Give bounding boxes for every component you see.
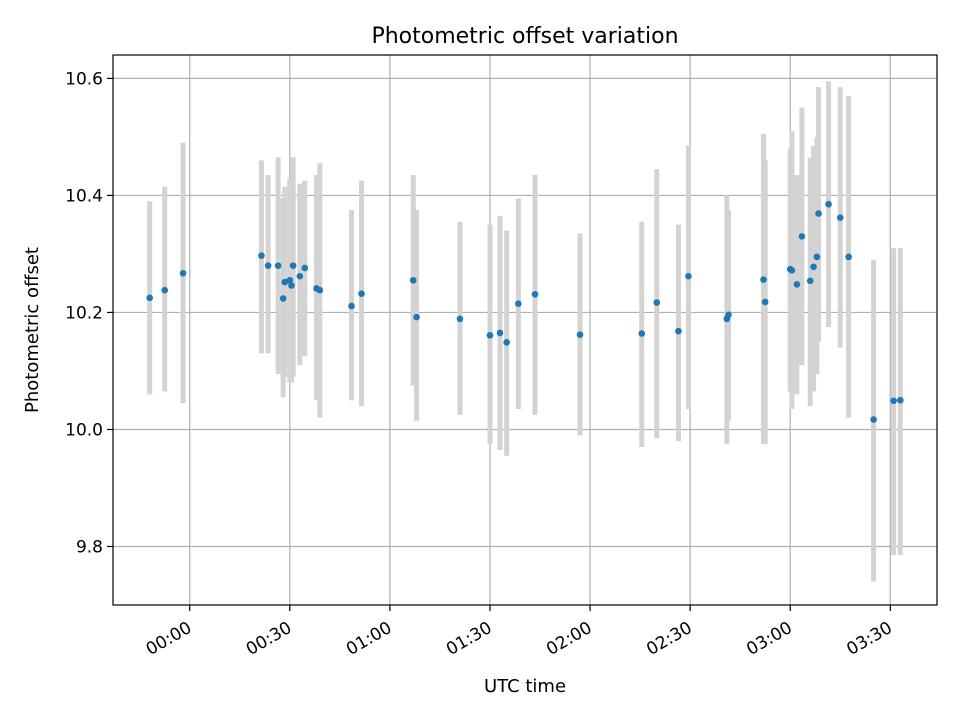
data-point (788, 267, 796, 274)
data-point (836, 214, 844, 221)
data-point (496, 329, 504, 337)
data-point (810, 263, 817, 271)
data-point (286, 276, 294, 284)
data-point (281, 278, 289, 286)
data-point (870, 416, 877, 423)
data-points (146, 200, 904, 423)
data-point (653, 299, 661, 306)
y-tick-label: 9.8 (76, 537, 103, 557)
y-axis-label: Photometric offset (22, 247, 43, 413)
data-point (531, 291, 539, 298)
x-axis-label: UTC time (484, 676, 566, 697)
y-tick-label: 10.0 (65, 420, 103, 440)
y-axis-ticks: 9.8 10.0 10.2 10.4 10.6 (65, 69, 113, 557)
data-point (798, 233, 806, 240)
data-point (725, 311, 732, 319)
y-tick-label: 10.2 (65, 303, 103, 323)
data-point (675, 327, 682, 335)
data-point (456, 315, 464, 323)
data-point (813, 253, 821, 261)
data-point (358, 290, 365, 298)
data-point (761, 298, 769, 306)
data-point (503, 338, 510, 346)
data-point (413, 313, 420, 321)
data-point (264, 262, 272, 269)
y-tick-label: 10.6 (65, 69, 103, 89)
data-point (793, 281, 801, 288)
data-point (161, 286, 169, 294)
data-point (825, 200, 832, 208)
data-point (274, 262, 282, 269)
data-point (296, 272, 304, 280)
data-point (409, 276, 417, 284)
data-point (815, 210, 822, 217)
data-point (897, 396, 904, 404)
data-point (279, 295, 287, 302)
data-point (760, 276, 767, 283)
data-point (179, 269, 187, 277)
data-point (515, 300, 522, 307)
data-point (289, 262, 297, 269)
data-point (146, 294, 153, 302)
plot-frame (112, 54, 938, 606)
data-point (301, 264, 309, 272)
data-point (638, 330, 646, 337)
data-point (890, 397, 897, 405)
y-tick-label: 10.4 (65, 186, 103, 206)
data-point (845, 253, 852, 261)
data-point (806, 277, 814, 285)
data-point (486, 331, 494, 339)
chart-title: Photometric offset variation (371, 24, 678, 49)
data-point (685, 272, 692, 280)
data-point (576, 331, 584, 338)
data-point (288, 282, 295, 289)
data-point (348, 302, 355, 310)
data-point (258, 252, 265, 259)
data-point (316, 286, 324, 294)
